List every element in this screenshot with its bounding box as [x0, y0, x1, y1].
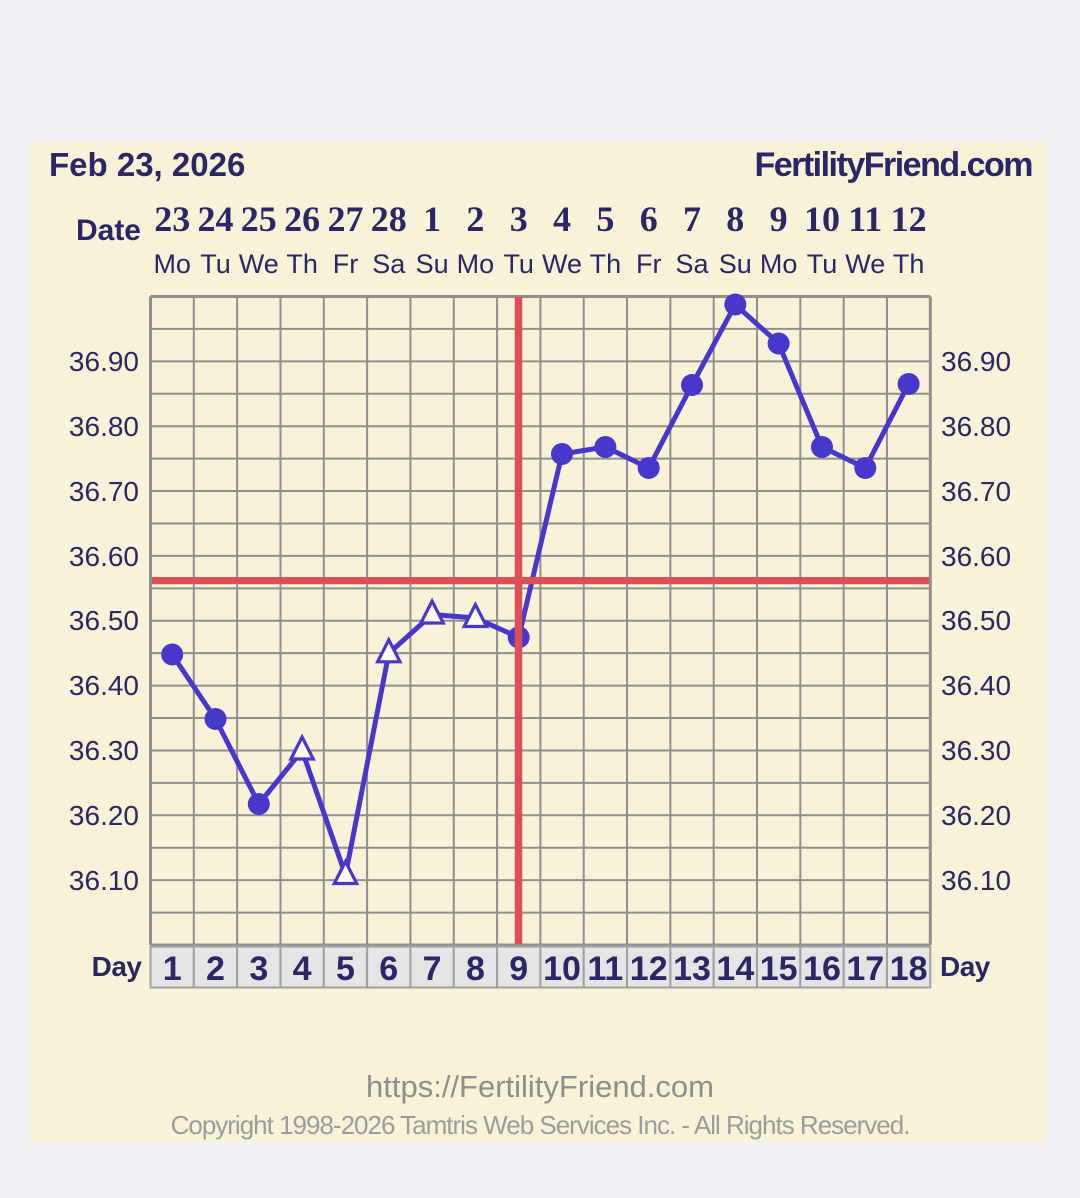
svg-text:Day: Day	[92, 951, 143, 982]
svg-text:36.40: 36.40	[941, 670, 1011, 701]
svg-text:1: 1	[163, 950, 182, 988]
svg-text:Feb 23, 2026: Feb 23, 2026	[49, 146, 245, 183]
svg-text:18: 18	[890, 950, 928, 988]
svg-text:8: 8	[466, 950, 485, 988]
svg-text:16: 16	[803, 950, 841, 988]
svg-text:Tu: Tu	[503, 249, 534, 279]
svg-text:36.80: 36.80	[941, 411, 1011, 442]
svg-text:36.20: 36.20	[941, 800, 1011, 831]
svg-text:3: 3	[510, 199, 528, 239]
svg-text:4: 4	[293, 950, 312, 988]
svg-text:36.30: 36.30	[941, 735, 1011, 766]
svg-text:2: 2	[466, 199, 484, 239]
svg-text:9: 9	[770, 199, 788, 239]
svg-text:Tu: Tu	[807, 249, 838, 279]
svg-text:2: 2	[206, 950, 225, 988]
svg-text:36.60: 36.60	[941, 541, 1011, 572]
svg-text:28: 28	[371, 199, 407, 239]
svg-text:8: 8	[726, 199, 744, 239]
svg-text:7: 7	[423, 950, 442, 988]
svg-text:Th: Th	[893, 249, 925, 279]
svg-text:13: 13	[673, 950, 711, 988]
svg-text:FertilityFriend.com: FertilityFriend.com	[754, 146, 1032, 184]
svg-text:36.90: 36.90	[941, 346, 1011, 377]
svg-text:Mo: Mo	[760, 249, 798, 279]
svg-text:3: 3	[249, 950, 268, 988]
svg-text:Su: Su	[416, 249, 449, 279]
svg-text:We: We	[239, 249, 279, 279]
svg-text:12: 12	[891, 199, 927, 239]
svg-text:36.80: 36.80	[69, 411, 139, 442]
svg-text:23: 23	[154, 199, 190, 239]
svg-text:36.70: 36.70	[941, 476, 1011, 507]
svg-text:Th: Th	[590, 249, 622, 279]
svg-text:24: 24	[198, 199, 234, 239]
svg-text:Th: Th	[286, 249, 318, 279]
svg-text:Sa: Sa	[675, 249, 709, 279]
svg-text:5: 5	[336, 950, 355, 988]
svg-text:26: 26	[284, 199, 320, 239]
svg-text:Mo: Mo	[457, 249, 495, 279]
svg-text:1: 1	[423, 199, 441, 239]
svg-text:12: 12	[630, 950, 668, 988]
svg-text:5: 5	[596, 199, 614, 239]
svg-text:6: 6	[379, 950, 398, 988]
svg-text:We: We	[845, 249, 885, 279]
svg-text:Day: Day	[940, 951, 991, 982]
svg-text:Date: Date	[76, 214, 141, 247]
svg-text:36.60: 36.60	[69, 541, 139, 572]
svg-text:Copyright 1998-2026 Tamtris We: Copyright 1998-2026 Tamtris Web Services…	[171, 1110, 910, 1140]
svg-text:36.10: 36.10	[941, 865, 1011, 896]
svg-text:Sa: Sa	[372, 249, 406, 279]
svg-text:7: 7	[683, 199, 701, 239]
svg-text:4: 4	[553, 199, 571, 239]
svg-text:6: 6	[640, 199, 658, 239]
svg-text:9: 9	[509, 950, 528, 988]
svg-text:We: We	[542, 249, 582, 279]
svg-text:Fr: Fr	[636, 249, 661, 279]
svg-text:Tu: Tu	[200, 249, 231, 279]
svg-text:Su: Su	[719, 249, 752, 279]
svg-text:14: 14	[716, 950, 754, 988]
svg-text:36.10: 36.10	[69, 865, 139, 896]
svg-text:15: 15	[760, 950, 798, 988]
svg-text:36.50: 36.50	[69, 605, 139, 636]
svg-text:https://FertilityFriend.com: https://FertilityFriend.com	[366, 1069, 714, 1104]
svg-text:25: 25	[241, 199, 277, 239]
svg-text:27: 27	[328, 199, 364, 239]
svg-text:11: 11	[587, 950, 623, 988]
svg-text:36.40: 36.40	[69, 670, 139, 701]
svg-text:10: 10	[543, 950, 581, 988]
svg-text:36.30: 36.30	[69, 735, 139, 766]
svg-text:Fr: Fr	[333, 249, 358, 279]
svg-text:11: 11	[848, 199, 882, 239]
svg-text:17: 17	[846, 950, 884, 988]
svg-text:36.50: 36.50	[941, 605, 1011, 636]
svg-text:36.70: 36.70	[69, 476, 139, 507]
svg-text:36.20: 36.20	[69, 800, 139, 831]
svg-text:36.90: 36.90	[69, 346, 139, 377]
svg-text:10: 10	[804, 199, 840, 239]
svg-text:Mo: Mo	[153, 249, 191, 279]
